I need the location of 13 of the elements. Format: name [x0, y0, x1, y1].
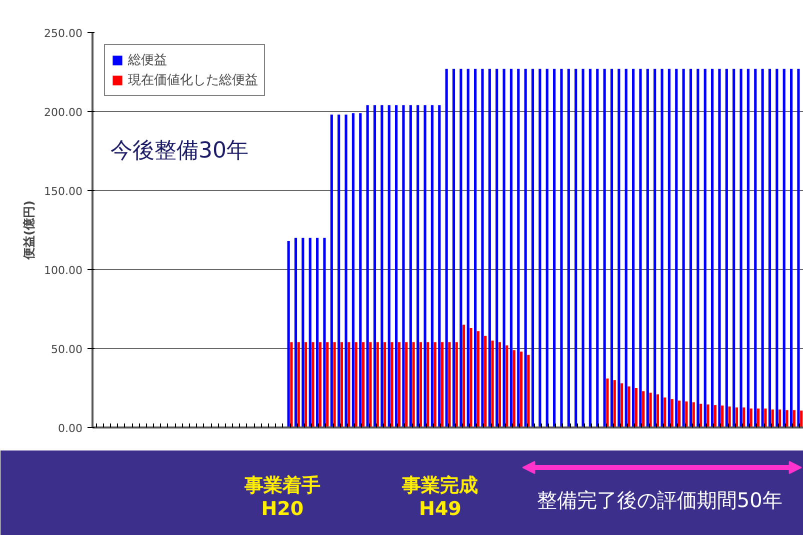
y-tick-label: 250.00 [44, 27, 83, 40]
y-tick-label: 200.00 [44, 106, 83, 119]
y-axis-title: 便益(億円) [22, 200, 36, 260]
text: 事業着手 H20 [243, 474, 320, 520]
y-tick-label: 150.00 [44, 185, 83, 198]
annotation: 今後整備30年 [110, 138, 248, 164]
legend-label: 現在価値化した総便益 [128, 72, 258, 89]
text: 整備完了後の評価期間50年 [536, 488, 782, 512]
text: 事業完成 H49 [401, 474, 478, 520]
y-tick-label: 100.00 [44, 264, 83, 277]
y-tick-label: 0.00 [58, 422, 83, 435]
y-tick-label: 50.00 [51, 343, 83, 356]
legend-label: 総便益 [128, 52, 167, 69]
